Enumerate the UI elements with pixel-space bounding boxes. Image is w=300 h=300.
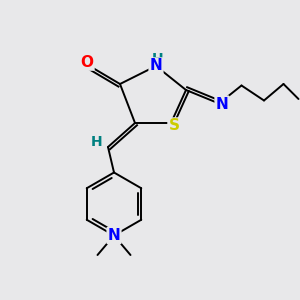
Text: H: H xyxy=(91,135,102,148)
Text: S: S xyxy=(169,118,179,134)
Text: N: N xyxy=(108,228,120,243)
Text: H: H xyxy=(152,52,163,66)
Text: N: N xyxy=(216,97,228,112)
Text: O: O xyxy=(80,55,94,70)
Text: N: N xyxy=(150,58,162,74)
